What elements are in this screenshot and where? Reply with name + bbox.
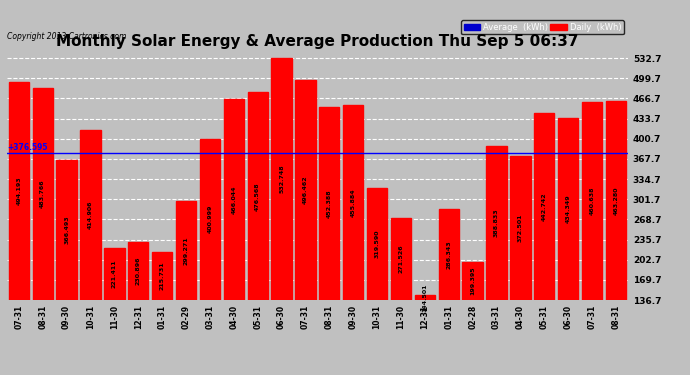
Text: 271.526: 271.526: [399, 244, 404, 273]
Text: 483.766: 483.766: [40, 180, 46, 208]
Bar: [248, 92, 268, 375]
Text: 442.742: 442.742: [542, 192, 546, 221]
Text: +376.595: +376.595: [7, 143, 48, 152]
Bar: [176, 201, 196, 375]
Bar: [319, 107, 339, 375]
Text: 400.999: 400.999: [208, 205, 213, 234]
Bar: [558, 118, 578, 375]
Text: 286.343: 286.343: [446, 240, 451, 268]
Title: Monthly Solar Energy & Average Production Thu Sep 5 06:37: Monthly Solar Energy & Average Productio…: [56, 34, 579, 49]
Text: 466.044: 466.044: [231, 185, 236, 214]
Text: 215.731: 215.731: [159, 261, 165, 290]
Text: 366.493: 366.493: [64, 216, 69, 244]
Text: 463.280: 463.280: [613, 186, 618, 214]
Text: 434.349: 434.349: [566, 195, 571, 224]
Text: 372.501: 372.501: [518, 214, 523, 242]
Text: 319.590: 319.590: [375, 230, 380, 258]
Bar: [9, 82, 29, 375]
Bar: [415, 295, 435, 375]
Text: 299.271: 299.271: [184, 236, 188, 265]
Bar: [128, 243, 148, 375]
Text: 452.388: 452.388: [327, 189, 332, 218]
Text: 460.638: 460.638: [589, 187, 595, 215]
Bar: [462, 262, 483, 375]
Text: 455.884: 455.884: [351, 188, 356, 217]
Bar: [152, 252, 172, 375]
Text: 230.896: 230.896: [136, 257, 141, 285]
Bar: [32, 88, 53, 375]
Text: 494.193: 494.193: [17, 177, 21, 205]
Text: 414.906: 414.906: [88, 201, 93, 229]
Bar: [511, 156, 531, 375]
Bar: [57, 160, 77, 375]
Bar: [439, 209, 459, 375]
Text: Copyright 2013 Cartronics.com: Copyright 2013 Cartronics.com: [7, 32, 126, 41]
Bar: [367, 188, 387, 375]
Text: 388.833: 388.833: [494, 209, 499, 237]
Bar: [271, 58, 292, 375]
Bar: [104, 248, 124, 375]
Bar: [582, 102, 602, 375]
Text: 476.568: 476.568: [255, 182, 260, 210]
Bar: [486, 146, 506, 375]
Bar: [534, 113, 555, 375]
Bar: [80, 130, 101, 375]
Bar: [295, 80, 315, 375]
Bar: [606, 100, 626, 375]
Text: 532.748: 532.748: [279, 165, 284, 194]
Bar: [391, 217, 411, 375]
Text: 496.462: 496.462: [303, 176, 308, 204]
Text: 221.411: 221.411: [112, 260, 117, 288]
Bar: [343, 105, 364, 375]
Bar: [224, 99, 244, 375]
Text: 199.395: 199.395: [470, 267, 475, 295]
Bar: [200, 138, 220, 375]
Text: 144.501: 144.501: [422, 284, 427, 312]
Legend: Average  (kWh), Daily  (kWh): Average (kWh), Daily (kWh): [462, 20, 624, 34]
